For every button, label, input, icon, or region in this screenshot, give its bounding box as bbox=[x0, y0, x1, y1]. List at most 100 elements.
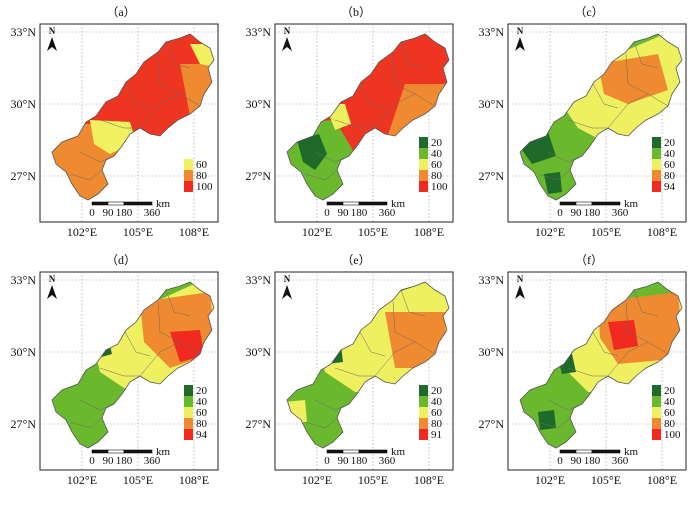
map-zone bbox=[297, 134, 327, 170]
district-border bbox=[392, 53, 416, 95]
legend-swatch bbox=[652, 170, 661, 181]
latitude-label: 27°N bbox=[246, 169, 272, 183]
legend-swatch bbox=[419, 429, 428, 440]
legend-swatch bbox=[184, 396, 193, 407]
legend-swatch bbox=[184, 181, 193, 192]
latitude-label: 27°N bbox=[479, 417, 505, 431]
legend-swatch bbox=[652, 181, 661, 192]
latitude-label: 30°N bbox=[479, 345, 505, 359]
legend-label: 20 bbox=[431, 137, 443, 149]
scale-segment bbox=[358, 449, 388, 454]
scale-tick-label: 0 bbox=[324, 207, 330, 219]
latitude-label: 27°N bbox=[479, 169, 505, 183]
scale-segment bbox=[123, 449, 153, 454]
district-border bbox=[358, 81, 386, 109]
scale-tick-label: 180 bbox=[584, 455, 601, 467]
district-border bbox=[99, 367, 140, 377]
scale-segment bbox=[559, 201, 577, 206]
legend-swatch bbox=[419, 170, 428, 181]
longitude-label: 105°E bbox=[123, 473, 153, 487]
legend-swatch bbox=[419, 159, 428, 170]
scale-segment bbox=[91, 201, 109, 206]
legend-label: 20 bbox=[196, 385, 208, 397]
longitude-label: 105°E bbox=[358, 473, 388, 487]
north-label: N bbox=[49, 274, 56, 284]
legend-label: 60 bbox=[196, 159, 208, 171]
latitude-label: 30°N bbox=[246, 345, 272, 359]
district-border bbox=[157, 301, 181, 343]
legend-swatch bbox=[184, 170, 193, 181]
scale-unit: km bbox=[156, 198, 171, 210]
district-border bbox=[99, 119, 140, 129]
legend-swatch bbox=[652, 137, 661, 148]
district-border bbox=[400, 289, 426, 317]
scale-tick-label: 0 bbox=[557, 207, 563, 219]
legend-swatch bbox=[652, 385, 661, 396]
district-border bbox=[165, 41, 191, 69]
district-border bbox=[567, 367, 608, 377]
panel-title: （a） bbox=[106, 5, 135, 19]
map-zone bbox=[538, 410, 556, 430]
longitude-label: 105°E bbox=[591, 225, 621, 239]
legend-swatch bbox=[652, 407, 661, 418]
panel-title: （d） bbox=[106, 253, 136, 267]
panel-title: （c） bbox=[574, 5, 603, 19]
legend-label: 100 bbox=[196, 181, 213, 193]
district-border bbox=[334, 367, 375, 377]
scale-unit: km bbox=[624, 198, 639, 210]
legend-swatch bbox=[419, 385, 428, 396]
north-label: N bbox=[284, 26, 291, 36]
scale-bar bbox=[559, 201, 621, 206]
legend-label: 40 bbox=[664, 396, 676, 408]
map-zone bbox=[608, 320, 638, 350]
legend-swatch bbox=[419, 418, 428, 429]
scale-tick-label: 90 bbox=[103, 455, 115, 467]
district-border bbox=[591, 329, 619, 357]
latitude-label: 33°N bbox=[11, 273, 37, 287]
longitude-label: 105°E bbox=[123, 225, 153, 239]
scale-segment bbox=[342, 201, 360, 206]
scale-segment bbox=[575, 449, 593, 454]
district-border bbox=[414, 93, 436, 107]
district-border bbox=[69, 417, 103, 429]
latitude-label: 33°N bbox=[246, 273, 272, 287]
legend-label: 60 bbox=[196, 407, 208, 419]
district-border bbox=[165, 289, 191, 317]
latitude-label: 30°N bbox=[11, 97, 37, 111]
district-border bbox=[358, 329, 386, 357]
legend-label: 40 bbox=[664, 148, 676, 160]
study-area-outline bbox=[286, 33, 450, 201]
north-arrow-icon bbox=[515, 37, 525, 51]
study-area-outline bbox=[519, 33, 683, 201]
legend-label: 60 bbox=[431, 159, 443, 171]
longitude-label: 102°E bbox=[67, 225, 97, 239]
legend-swatch bbox=[652, 396, 661, 407]
scale-segment bbox=[107, 449, 125, 454]
scale-segment bbox=[559, 449, 577, 454]
legend-swatch bbox=[184, 418, 193, 429]
panel-title: （e） bbox=[341, 253, 370, 267]
legend-swatch bbox=[419, 407, 428, 418]
panel-title: （f） bbox=[575, 253, 603, 267]
map-zone bbox=[385, 312, 447, 368]
legend-label: 80 bbox=[664, 418, 676, 430]
district-border bbox=[69, 169, 103, 181]
district-border bbox=[304, 169, 338, 181]
scale-tick-label: 90 bbox=[338, 455, 350, 467]
study-area-outline bbox=[286, 281, 450, 449]
scale-tick-label: 90 bbox=[571, 455, 583, 467]
scale-segment bbox=[326, 201, 344, 206]
longitude-label: 108°E bbox=[647, 225, 677, 239]
district-border bbox=[400, 41, 426, 69]
scale-tick-label: 360 bbox=[144, 455, 161, 467]
study-area-outline bbox=[51, 33, 215, 201]
scale-tick-label: 0 bbox=[324, 455, 330, 467]
legend-swatch bbox=[184, 407, 193, 418]
latitude-label: 33°N bbox=[479, 25, 505, 39]
longitude-label: 108°E bbox=[414, 473, 444, 487]
